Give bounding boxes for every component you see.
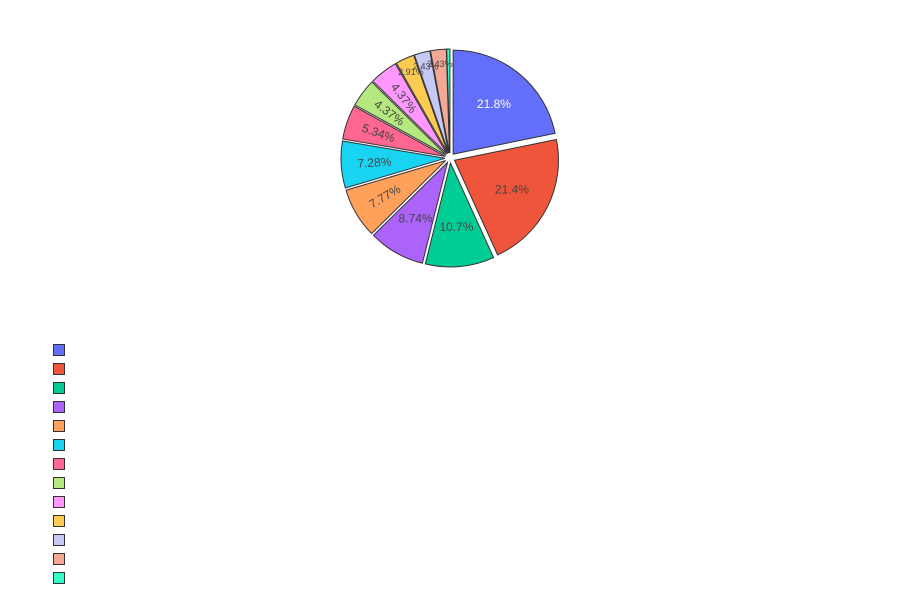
pie-slice-11[interactable] xyxy=(413,50,450,154)
pie-slice-8[interactable] xyxy=(354,81,447,156)
pie-slice-4[interactable] xyxy=(372,160,449,264)
legend-item-6[interactable] xyxy=(53,435,73,454)
pie-slice-10[interactable] xyxy=(395,54,449,154)
legend-item-2[interactable] xyxy=(53,359,73,378)
pie-slice-5[interactable] xyxy=(345,160,447,235)
legend-swatch-1 xyxy=(53,343,65,356)
legend-swatch-4 xyxy=(53,400,65,413)
legend-swatch-12 xyxy=(53,552,65,565)
pie-slice-1[interactable] xyxy=(452,49,556,155)
pie-slice-7[interactable] xyxy=(342,105,446,157)
legend-swatch-6 xyxy=(53,438,65,451)
legend-swatch-3 xyxy=(53,381,65,394)
legend-swatch-11 xyxy=(53,533,65,546)
pie-slice-2[interactable] xyxy=(453,138,559,256)
legend-swatch-2 xyxy=(53,362,65,375)
pie-slice-label-3: 10.7% xyxy=(439,220,473,234)
pie-slice-3[interactable] xyxy=(424,161,495,268)
pie-slice-label-2: 21.4% xyxy=(495,183,529,197)
pie-slice-13[interactable] xyxy=(446,48,451,154)
legend-item-3[interactable] xyxy=(53,378,73,397)
legend-swatch-5 xyxy=(53,419,65,432)
pie-slice-label-4: 8.74% xyxy=(399,211,433,225)
pie-slice-label-6: 7.28% xyxy=(357,155,392,171)
legend xyxy=(53,340,73,587)
pie-slice-6[interactable] xyxy=(340,140,446,189)
legend-item-8[interactable] xyxy=(53,473,73,492)
pie-slices xyxy=(340,48,559,268)
pie-slice-label-10: 2.91% xyxy=(398,67,424,77)
pie-slice-label-12: 2.43% xyxy=(427,59,453,69)
legend-item-10[interactable] xyxy=(53,511,73,530)
legend-item-5[interactable] xyxy=(53,416,73,435)
pie-slice-9[interactable] xyxy=(372,63,448,155)
legend-item-12[interactable] xyxy=(53,549,73,568)
legend-item-1[interactable] xyxy=(53,340,73,359)
legend-swatch-7 xyxy=(53,457,65,470)
legend-item-4[interactable] xyxy=(53,397,73,416)
legend-swatch-13 xyxy=(53,571,65,584)
legend-swatch-8 xyxy=(53,476,65,489)
legend-item-13[interactable] xyxy=(53,568,73,587)
pie-slice-label-1: 21.8% xyxy=(477,97,511,111)
pie-slice-label-11: 2.43% xyxy=(413,62,439,72)
legend-item-7[interactable] xyxy=(53,454,73,473)
legend-item-11[interactable] xyxy=(53,530,73,549)
legend-swatch-10 xyxy=(53,514,65,527)
legend-item-9[interactable] xyxy=(53,492,73,511)
legend-swatch-9 xyxy=(53,495,65,508)
